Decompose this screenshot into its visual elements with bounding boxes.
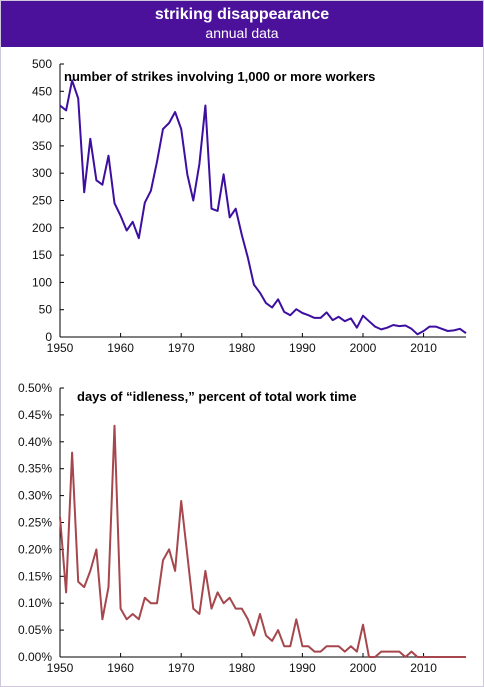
chart-panel-title: number of strikes involving 1,000 or mor…: [64, 69, 375, 84]
x-tick-label: 1950: [47, 341, 74, 355]
x-tick-label: 1960: [107, 341, 134, 355]
x-tick-label: 1970: [168, 661, 195, 675]
x-tick-label: 1950: [47, 661, 74, 675]
y-tick-label: 0.40%: [18, 435, 52, 449]
y-tick-label: 250: [32, 194, 52, 208]
y-tick-label: 0.25%: [18, 516, 52, 530]
y-tick-label: 0.15%: [18, 569, 52, 583]
x-tick-label: 2000: [350, 661, 377, 675]
y-tick-label: 150: [32, 248, 52, 262]
series-line: [59, 79, 467, 336]
x-tick-label: 1980: [228, 341, 255, 355]
chart-header: striking disappearance annual data: [1, 1, 483, 47]
series-line: [59, 424, 466, 658]
y-tick-label: 300: [32, 166, 52, 180]
chart-subtitle: annual data: [205, 25, 279, 41]
y-tick-label: 0.45%: [18, 408, 52, 422]
y-tick-label: 50: [39, 303, 53, 317]
y-tick-label: 400: [32, 112, 52, 126]
y-tick-label: 0.10%: [18, 596, 52, 610]
x-tick-label: 2000: [350, 341, 377, 355]
y-tick-label: 100: [32, 275, 52, 289]
y-tick-label: 0.30%: [18, 489, 52, 503]
y-tick-label: 0.50%: [18, 381, 52, 395]
y-tick-label: 0.05%: [18, 623, 52, 637]
chart-title: striking disappearance: [154, 6, 330, 23]
y-tick-label: 450: [32, 84, 52, 98]
y-tick-label: 0.35%: [18, 462, 52, 476]
x-tick-label: 2010: [410, 661, 437, 675]
x-tick-label: 1980: [228, 661, 255, 675]
y-tick-label: 0.00%: [18, 650, 52, 664]
y-tick-label: 500: [32, 57, 52, 71]
x-tick-label: 2010: [410, 341, 437, 355]
y-tick-label: 0.20%: [18, 542, 52, 556]
y-tick-label: 350: [32, 139, 52, 153]
x-tick-label: 1990: [289, 661, 316, 675]
y-tick-label: 0: [45, 330, 52, 344]
y-tick-label: 200: [32, 221, 52, 235]
x-tick-label: 1960: [107, 661, 134, 675]
chart-panel-title: days of “idleness,” percent of total wor…: [77, 389, 357, 404]
x-tick-label: 1990: [289, 341, 316, 355]
x-tick-label: 1970: [168, 341, 195, 355]
